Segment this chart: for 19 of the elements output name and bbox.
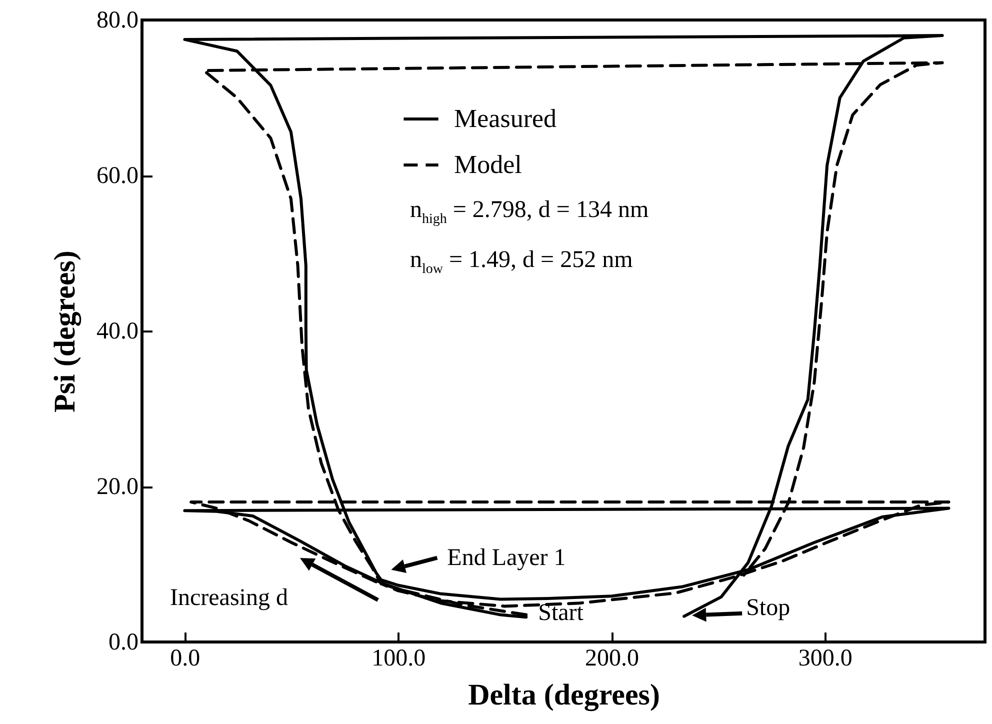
- x-axis-title: Delta (degrees): [468, 678, 660, 712]
- y-tick-label: 60.0: [96, 163, 138, 189]
- x-tick-label: 200.0: [585, 646, 640, 672]
- x-tick-label: 100.0: [372, 646, 426, 672]
- y-axis-title: Psi (degrees): [48, 250, 82, 412]
- x-tick-label: 0.0: [170, 646, 200, 672]
- annotation: Increasing d: [170, 585, 288, 611]
- legend-label: Measured: [454, 104, 557, 133]
- annotation: n$_{low}$ = 1.49, d = 252 nm: [410, 247, 633, 277]
- annotation: n$_{high}$ = 2.798, d = 134 nm: [410, 197, 649, 227]
- annotation: End Layer 1: [447, 544, 566, 571]
- y-tick-label: 40.0: [96, 318, 138, 344]
- x-tick-label: 300.0: [798, 646, 852, 672]
- y-tick-label: 20.0: [96, 474, 138, 500]
- annotation: Stop: [746, 595, 790, 622]
- annotation: Start: [538, 600, 584, 626]
- y-tick-label: 80.0: [96, 8, 138, 34]
- y-tick-label: 0.0: [108, 630, 138, 656]
- legend-label: Model: [454, 150, 522, 179]
